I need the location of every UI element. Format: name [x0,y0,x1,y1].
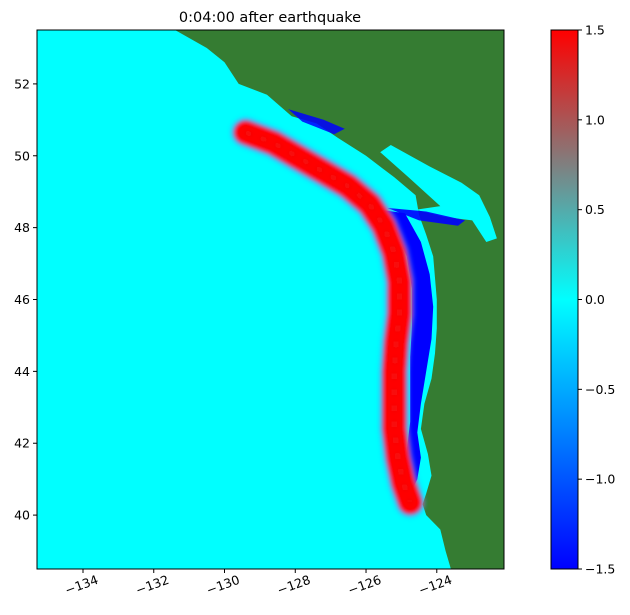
chart-title: 0:04:00 after earthquake [179,10,361,26]
colorbar-axis: −1.5 −1.0 −0.5 0.0 0.5 1.0 1.5 [578,23,615,577]
colorbar-tick-label: 1.0 [585,112,605,127]
y-tick-label: 40 [14,508,30,523]
colorbar-tick-label: −1.5 [585,562,615,577]
positive-wave-front [230,117,426,518]
strait-trough [387,207,466,226]
colorbar-tick-label: 0.5 [585,202,605,217]
x-tick-label: −130 [204,572,241,598]
colorbar-tick-label: 1.5 [585,23,605,38]
y-tick-label: 50 [14,148,30,163]
x-axis: −134 −132 −130 −128 −126 −124 [63,569,454,598]
y-tick-label: 52 [14,76,30,91]
x-tick-label: −124 [417,572,454,598]
y-tick-label: 42 [14,436,30,451]
colorbar [550,29,579,570]
y-tick-label: 46 [14,292,30,307]
plot-area [37,30,504,569]
x-tick-label: −134 [63,572,100,598]
y-tick-label: 48 [14,220,30,235]
inland-sea [380,145,497,242]
north-trough [288,109,345,135]
colorbar-tick-label: −1.0 [585,472,615,487]
front-inner-texture [245,131,412,503]
land-mass [175,30,504,569]
x-tick-label: −132 [134,572,171,598]
y-axis: 40 42 44 46 48 50 52 [14,76,37,523]
y-tick-label: 44 [14,364,30,379]
colorbar-tick-label: −0.5 [585,382,615,397]
negative-trough [380,209,434,490]
x-tick-label: −128 [275,572,312,598]
colorbar-tick-label: 0.0 [585,292,605,307]
x-tick-label: −126 [346,572,383,598]
trough-polygon [380,209,434,490]
